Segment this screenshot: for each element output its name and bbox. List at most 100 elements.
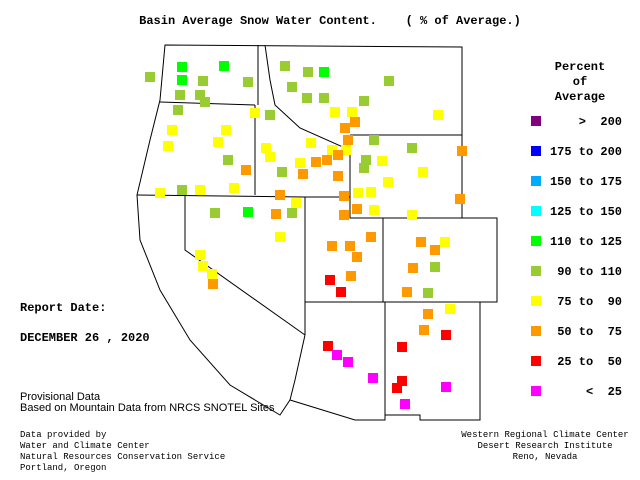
station — [392, 383, 402, 393]
station — [339, 210, 349, 220]
legend-title: Average — [555, 90, 605, 104]
legend-swatch — [531, 386, 541, 396]
station — [369, 135, 379, 145]
station — [346, 271, 356, 281]
station — [330, 107, 340, 117]
station — [407, 210, 417, 220]
station — [430, 262, 440, 272]
station — [306, 138, 316, 148]
station — [265, 110, 275, 120]
station — [369, 205, 379, 215]
credit: Natural Resources Conservation Service — [20, 452, 225, 462]
title: Basin Average Snow Water Content. ( % of… — [139, 14, 521, 28]
station — [423, 288, 433, 298]
station — [400, 399, 410, 409]
station — [407, 143, 417, 153]
station — [423, 309, 433, 319]
station — [419, 325, 429, 335]
station — [287, 208, 297, 218]
station — [325, 275, 335, 285]
legend-label: 90 to 110 — [557, 265, 622, 279]
legend-swatch — [531, 236, 541, 246]
station — [241, 165, 251, 175]
station — [223, 155, 233, 165]
station — [361, 155, 371, 165]
legend-label: 150 to 175 — [550, 175, 622, 189]
legend-label: 110 to 125 — [550, 235, 622, 249]
station — [155, 188, 165, 198]
station — [302, 93, 312, 103]
station — [455, 194, 465, 204]
legend: Percent of Average > 200 175 to 200 150 to… — [531, 60, 622, 399]
station — [408, 263, 418, 273]
station — [353, 188, 363, 198]
note: Provisional Data — [20, 391, 101, 403]
station — [383, 177, 393, 187]
station — [261, 143, 271, 153]
credit: Reno, Nevada — [513, 452, 578, 462]
legend-label: 50 to 75 — [557, 325, 622, 339]
station — [243, 207, 253, 217]
station — [366, 232, 376, 242]
station — [177, 185, 187, 195]
station — [333, 171, 343, 181]
station — [366, 187, 376, 197]
station — [287, 82, 297, 92]
station — [384, 76, 394, 86]
credit: Data provided by — [20, 430, 107, 440]
station — [208, 279, 218, 289]
station — [177, 62, 187, 72]
station — [298, 169, 308, 179]
credit: Desert Research Institute — [477, 441, 612, 451]
legend-label: > 200 — [579, 115, 622, 129]
station — [221, 125, 231, 135]
station — [339, 191, 349, 201]
stations — [145, 61, 467, 409]
legend-label: 75 to 90 — [557, 295, 622, 309]
station — [341, 145, 351, 155]
station — [359, 96, 369, 106]
station — [440, 237, 450, 247]
station — [352, 252, 362, 262]
legend-swatch — [531, 206, 541, 216]
station — [368, 373, 378, 383]
report-date: DECEMBER 26 , 2020 — [20, 331, 150, 345]
station — [198, 76, 208, 86]
station — [340, 123, 350, 133]
station — [336, 287, 346, 297]
station — [433, 110, 443, 120]
credit: Western Regional Climate Center — [461, 430, 628, 440]
station — [250, 108, 260, 118]
station — [343, 357, 353, 367]
station — [229, 183, 239, 193]
station — [402, 287, 412, 297]
station — [198, 261, 208, 271]
legend-label: 25 to 50 — [557, 355, 622, 369]
station — [323, 341, 333, 351]
station — [291, 198, 301, 208]
station — [418, 167, 428, 177]
legend-title: of — [573, 75, 587, 89]
station — [275, 190, 285, 200]
station — [177, 75, 187, 85]
station — [277, 167, 287, 177]
station — [441, 382, 451, 392]
station — [195, 90, 205, 100]
station — [275, 232, 285, 242]
station — [311, 157, 321, 167]
legend-swatch — [531, 116, 541, 126]
legend-label: < 25 — [586, 385, 622, 399]
station — [347, 107, 357, 117]
station — [327, 145, 337, 155]
station — [352, 204, 362, 214]
station — [213, 137, 223, 147]
station — [145, 72, 155, 82]
station — [173, 105, 183, 115]
note: Based on Mountain Data from NRCS SNOTEL … — [20, 402, 275, 414]
station — [271, 209, 281, 219]
legend-swatch — [531, 356, 541, 366]
station — [265, 152, 275, 162]
legend-label: 125 to 150 — [550, 205, 622, 219]
state-borders — [136, 44, 497, 415]
